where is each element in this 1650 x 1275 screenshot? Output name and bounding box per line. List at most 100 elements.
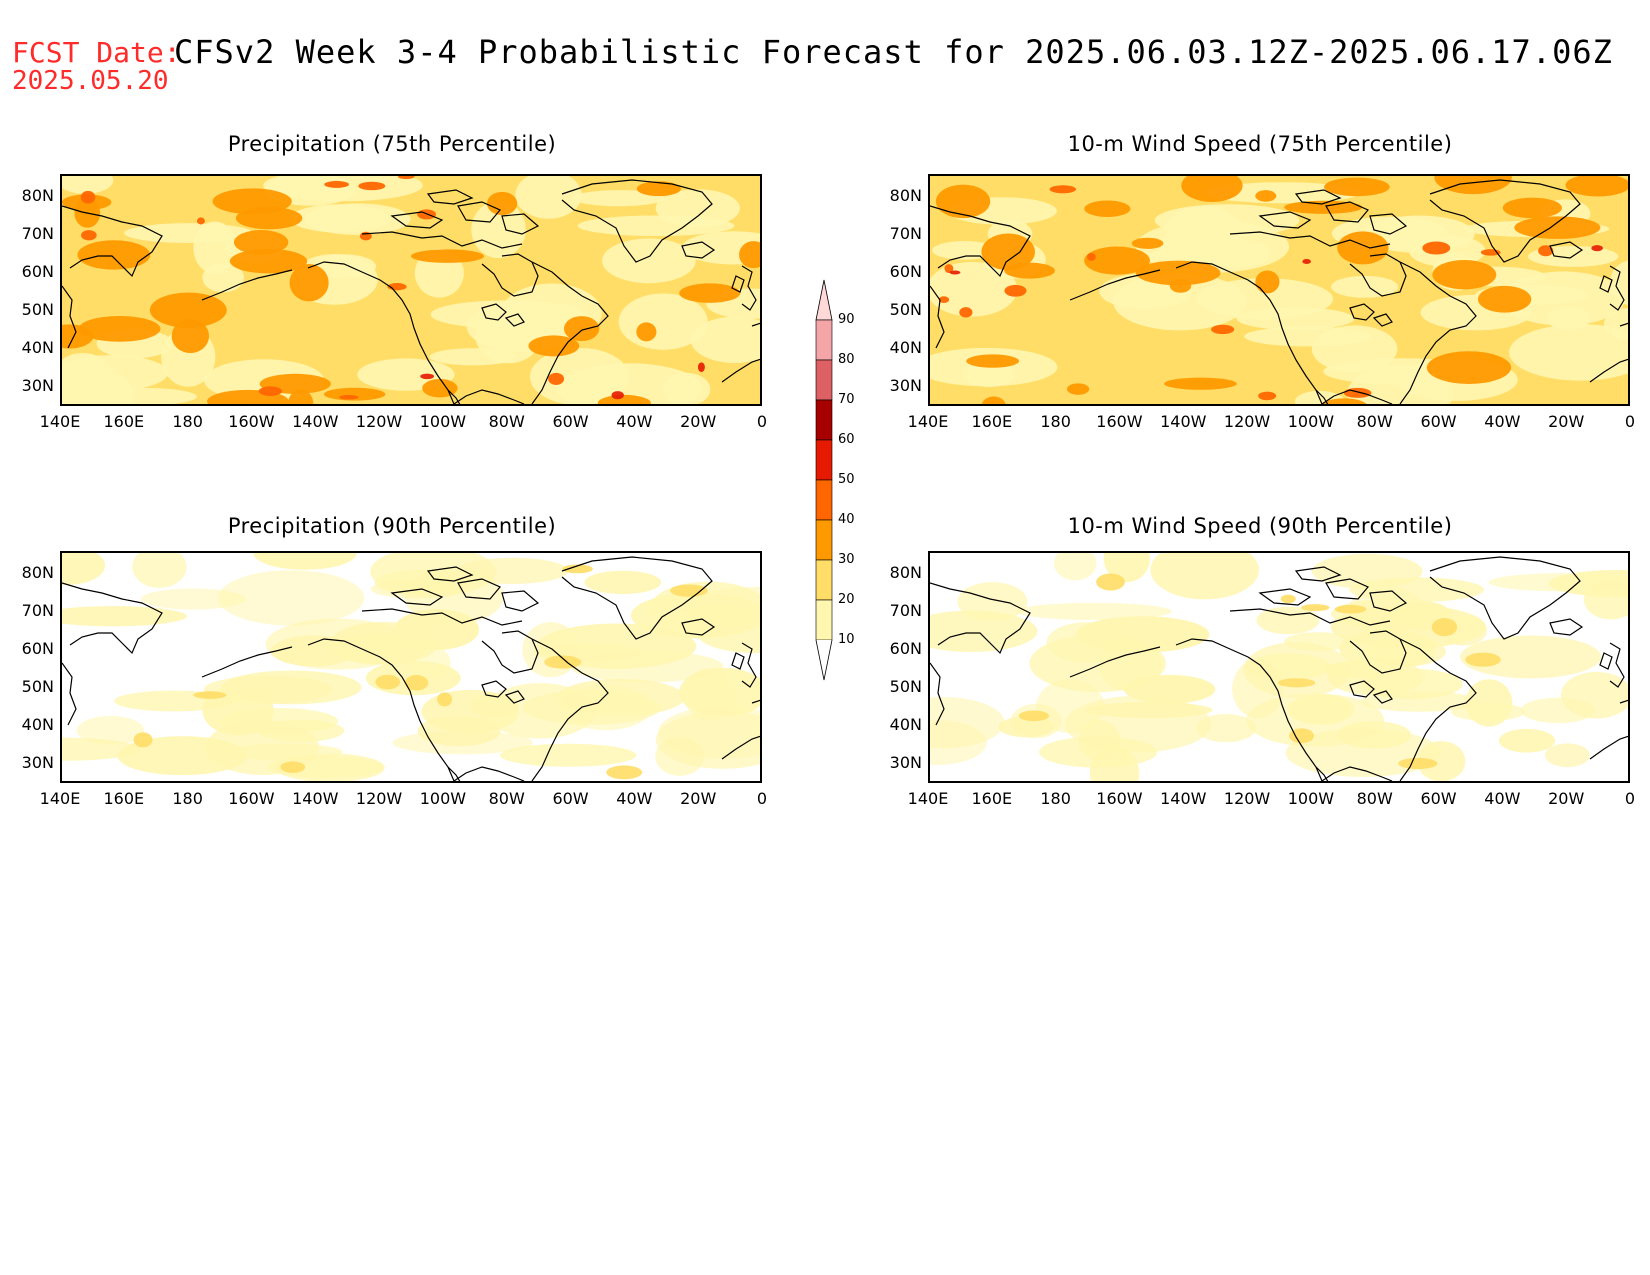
lon-tick-label: 160W [228, 412, 275, 431]
prob-contour-20 [1334, 604, 1367, 614]
lon-tick-label: 180 [1040, 412, 1071, 431]
coastline [1609, 642, 1625, 688]
prob-contour-10 [1339, 628, 1436, 670]
lon-tick-label: 160W [228, 789, 275, 808]
colorbar-tick-label: 20 [838, 592, 855, 607]
coastline [1229, 231, 1391, 249]
coastline [1069, 646, 1161, 678]
fcst-date-label: FCST Date: [12, 36, 181, 69]
lat-tick-label: 40N [889, 338, 922, 357]
lon-tick-label: 140W [292, 412, 339, 431]
prob-contour-30 [966, 354, 1019, 368]
prob-contour-40 [81, 230, 97, 241]
coastline [1599, 275, 1613, 293]
lat-tick-label: 80N [21, 186, 54, 205]
coastline [481, 680, 507, 698]
lat-tick-label: 50N [889, 677, 922, 696]
prob-contour-50 [611, 391, 624, 400]
lon-tick-label: 100W [1287, 412, 1335, 431]
prob-contour-20 [1280, 594, 1296, 604]
prob-contour-20 [193, 691, 227, 699]
coastline [457, 201, 501, 223]
prob-contour-40 [1343, 387, 1372, 398]
prob-contour-30 [1169, 279, 1192, 293]
lon-tick-label: 80W [488, 412, 525, 431]
lon-tick-label: 160E [971, 789, 1013, 808]
coastline [561, 179, 713, 263]
page-title: CFSv2 Week 3-4 Probabilistic Forecast fo… [174, 33, 1613, 71]
lat-tick-label: 50N [21, 300, 54, 319]
lat-tick-label: 60N [889, 639, 922, 658]
colorbar-top-arrow [815, 279, 833, 321]
coastline [1549, 618, 1584, 636]
panel-title-precip-90: Precipitation (90th Percentile) [227, 514, 557, 538]
colorbar-bottom-arrow [815, 639, 833, 681]
coastline [1589, 735, 1628, 760]
lon-tick-label: 40W [1484, 412, 1521, 431]
colorbar-segment [815, 399, 833, 441]
coastline [1372, 690, 1393, 704]
lon-tick-label: 100W [1287, 789, 1335, 808]
prob-contour-20 [1018, 710, 1050, 722]
lon-tick-label: 0 [756, 789, 768, 808]
lon-tick-label: 0 [1624, 789, 1636, 808]
lat-tick-label: 80N [889, 563, 922, 582]
colorbar-segment [815, 359, 833, 401]
prob-contour-30 [679, 283, 741, 303]
prob-contour-10 [227, 743, 343, 761]
prob-contour-30 [1255, 190, 1277, 202]
coastline [1325, 201, 1369, 223]
lon-tick-label: 180 [1040, 789, 1071, 808]
prob-contour-20 [1431, 618, 1458, 637]
prob-contour-30 [1337, 231, 1389, 265]
coastline [201, 646, 293, 678]
prob-contour-10 [655, 736, 705, 776]
lat-tick-label: 40N [889, 715, 922, 734]
lon-tick-label: 120W [1223, 789, 1271, 808]
prob-contour-30 [1426, 351, 1512, 384]
prob-contour-30 [1084, 200, 1131, 217]
prob-contour-10 [930, 610, 1038, 653]
coastline [751, 699, 760, 704]
lat-tick-label: 80N [889, 186, 922, 205]
coastline [504, 690, 525, 704]
coastline [453, 766, 525, 781]
lat-tick-label: 60N [21, 639, 54, 658]
prob-contour-10 [1232, 659, 1284, 719]
coastline [501, 213, 540, 235]
coastline [1429, 179, 1581, 263]
prob-contour-20 [1398, 757, 1438, 770]
prob-contour-10 [456, 557, 569, 584]
prob-contour-20 [1465, 652, 1501, 667]
prob-contour-10 [1046, 622, 1126, 663]
coastline [481, 303, 507, 321]
prob-contour-10 [1123, 674, 1216, 704]
prob-contour-30 [171, 319, 210, 354]
lon-tick-label: 100W [419, 412, 467, 431]
prob-contour-50 [1302, 259, 1311, 264]
prob-contour-10 [62, 355, 169, 391]
coastline [307, 638, 455, 781]
coastline [1294, 189, 1342, 205]
lat-tick-label: 30N [889, 376, 922, 395]
coastline [731, 652, 745, 670]
coastline [1349, 303, 1375, 321]
prob-contour-30 [597, 394, 651, 404]
lon-tick-label: 140W [1160, 412, 1207, 431]
prob-contour-10 [253, 553, 357, 570]
lon-tick-label: 80W [1356, 412, 1393, 431]
prob-contour-30 [563, 316, 600, 342]
prob-contour-10 [76, 716, 145, 745]
coastline [447, 766, 461, 781]
panel-title-precip-75: Precipitation (75th Percentile) [227, 132, 557, 156]
prob-contour-10 [429, 348, 517, 366]
prob-contour-10 [1113, 273, 1247, 331]
prob-contour-30 [1181, 176, 1243, 202]
map-wind-90 [928, 551, 1630, 783]
prob-contour-40 [358, 181, 386, 191]
lon-tick-label: 20W [1548, 412, 1585, 431]
coastline [1372, 313, 1393, 327]
lon-tick-label: 60W [552, 412, 589, 431]
prob-contour-10 [1450, 702, 1526, 722]
prob-contour-10 [1509, 324, 1628, 381]
